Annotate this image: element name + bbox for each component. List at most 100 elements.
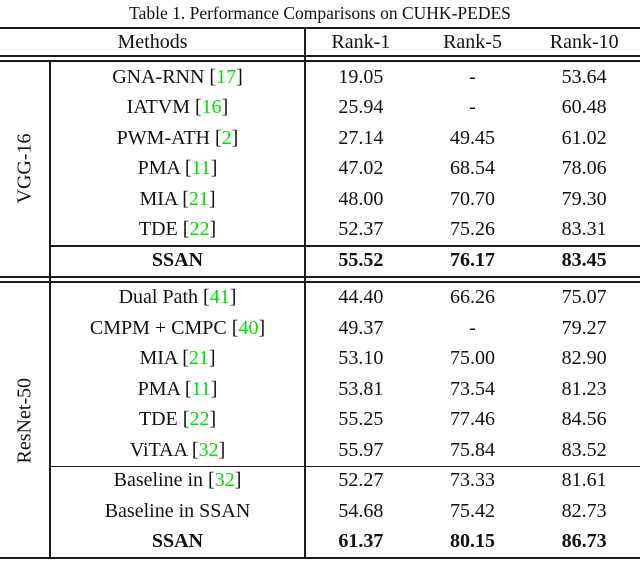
citation-ref[interactable]: 21 [188, 347, 209, 370]
table-row: TDE [22] 52.37 75.26 83.31 [0, 215, 640, 246]
citation-ref[interactable]: 16 [201, 96, 222, 119]
table-row: SSAN 55.52 76.17 83.45 [0, 245, 640, 276]
method-cell: TDE [22] [138, 408, 217, 431]
table-row: TDE [22] 55.25 77.46 84.56 [0, 405, 640, 436]
table-row: PMA [11] 53.81 73.54 81.23 [0, 374, 640, 405]
rank-value: - [469, 96, 476, 119]
column-header-methods: Methods [117, 30, 188, 53]
method-cell: TDE [22] [138, 218, 217, 241]
method-cell: Baseline in SSAN [104, 499, 251, 522]
rank-value: 27.14 [338, 126, 384, 149]
rank-value: 48.00 [338, 187, 384, 210]
header-double-rule [0, 55, 640, 62]
method-cell: CMPM + CMPC [40] [89, 316, 266, 339]
rank-value: 47.02 [338, 157, 384, 180]
method-cell: SSAN [151, 248, 204, 271]
rank-value: 73.54 [450, 377, 495, 400]
citation-ref[interactable]: 11 [191, 157, 211, 180]
citation-ref[interactable]: 22 [189, 218, 210, 241]
method-cell: MIA [21] [139, 347, 216, 370]
rank-value: 75.26 [450, 218, 495, 241]
citation-ref[interactable]: 11 [191, 377, 211, 400]
method-cell: GNA-RNN [17] [112, 65, 243, 88]
rank-value: - [469, 65, 476, 88]
rank-value: 75.42 [450, 499, 495, 522]
rank-value: 54.68 [338, 499, 384, 522]
rank-value: 81.23 [561, 377, 607, 400]
rank-value: 75.07 [561, 286, 607, 309]
rank-value: 55.97 [338, 438, 384, 461]
rank-value: 76.17 [450, 248, 495, 271]
citation-ref[interactable]: 2 [221, 126, 232, 149]
column-header-rank-5: Rank-5 [443, 30, 502, 53]
table-row: Baseline in [32] 52.27 73.33 81.61 [0, 465, 640, 497]
method-cell: MIA [21] [139, 187, 216, 210]
rank-value: 78.06 [561, 157, 607, 180]
citation-ref[interactable]: 22 [189, 408, 210, 431]
rank-value: 86.73 [561, 530, 607, 553]
rank-value: 83.45 [561, 248, 607, 271]
rank-value: 77.46 [450, 408, 495, 431]
group-vgg-16: VGG-16 GNA-RNN [17] 19.05-53.64 IATVM [16] 2… [0, 62, 640, 276]
citation-ref[interactable]: 21 [188, 187, 209, 210]
rank-value: 61.37 [338, 530, 384, 553]
rank-value: 49.45 [450, 126, 495, 149]
table-row: IATVM [16] 25.94 - 60.48 [0, 93, 640, 124]
method-cell: Baseline in [32] [113, 469, 242, 492]
rank-value: 80.15 [450, 530, 495, 553]
column-header-rank-1: Rank-1 [331, 30, 391, 53]
rank-value: 70.70 [450, 187, 495, 210]
rank-value: 19.05 [338, 65, 384, 88]
method-cell: PWM-ATH [2] [116, 126, 239, 149]
table-row: PWM-ATH [2] 27.14 49.45 61.02 [0, 123, 640, 154]
rank-value: 25.94 [338, 96, 384, 119]
rank-value: 75.84 [450, 438, 495, 461]
rank-value: 52.27 [338, 469, 384, 492]
method-cell: Dual Path [41] [118, 286, 237, 309]
method-cell: PMA [11] [137, 377, 218, 400]
table-header-row: Methods Rank-1 Rank-5 Rank-10 [0, 29, 640, 55]
method-cell: ViTAA [32] [129, 438, 226, 461]
section-double-rule [0, 275, 640, 283]
method-cell: PMA [11] [137, 157, 218, 180]
rank-value: 79.30 [561, 187, 607, 210]
table-row: MIA [21] 53.10 75.00 82.90 [0, 344, 640, 375]
rank-value: 82.90 [561, 347, 607, 370]
table-row: SSAN 61.37 80.15 86.73 [0, 527, 640, 558]
group-resnet-50: ResNet-50 Dual Path [41] 44.40 66.26 75.07 CM… [0, 283, 640, 558]
rank-value: 61.02 [561, 126, 607, 149]
rank-value: 49.37 [338, 316, 384, 339]
method-cell: IATVM [16] [126, 96, 229, 119]
rank-value: 83.31 [561, 218, 607, 241]
rank-value: 53.81 [338, 377, 384, 400]
citation-ref[interactable]: 32 [214, 469, 235, 492]
table-row: PMA [11] 47.02 68.54 78.06 [0, 154, 640, 185]
rank-value: 84.56 [561, 408, 607, 431]
citation-ref[interactable]: 41 [209, 286, 230, 309]
rank-value: 83.52 [561, 438, 607, 461]
table-caption: Table 1. Performance Comparisons on CUHK… [129, 3, 511, 23]
rank-value: 52.37 [338, 218, 384, 241]
rank-value: 44.40 [338, 286, 384, 309]
rank-value: 82.73 [561, 499, 607, 522]
performance-table: Methods Rank-1 Rank-5 Rank-10 VGG-16 GNA-… [0, 27, 640, 559]
group-label-divider [49, 62, 51, 557]
rank-value: 53.10 [338, 347, 384, 370]
table-row: GNA-RNN [17] 19.05 - 53.64 [0, 62, 640, 93]
column-header-rank-10: Rank-10 [549, 30, 619, 53]
top-rule [0, 27, 640, 29]
rank-value: 66.26 [450, 286, 495, 309]
rank-value: 75.00 [450, 347, 495, 370]
rank-value: 79.27 [561, 316, 607, 339]
rank-value: 55.52 [338, 248, 384, 271]
rank-value: 55.25 [338, 408, 384, 431]
rank-headers: Rank-1 Rank-5 Rank-10 [305, 31, 640, 54]
method-cell: SSAN [151, 530, 204, 553]
rank-value: 60.48 [561, 96, 607, 119]
citation-ref[interactable]: 40 [238, 316, 259, 339]
rank-value: 68.54 [450, 157, 495, 180]
citation-ref[interactable]: 32 [198, 438, 219, 461]
table-row: CMPM + CMPC [40] 49.37 - 79.27 [0, 313, 640, 344]
citation-ref[interactable]: 17 [216, 65, 237, 88]
